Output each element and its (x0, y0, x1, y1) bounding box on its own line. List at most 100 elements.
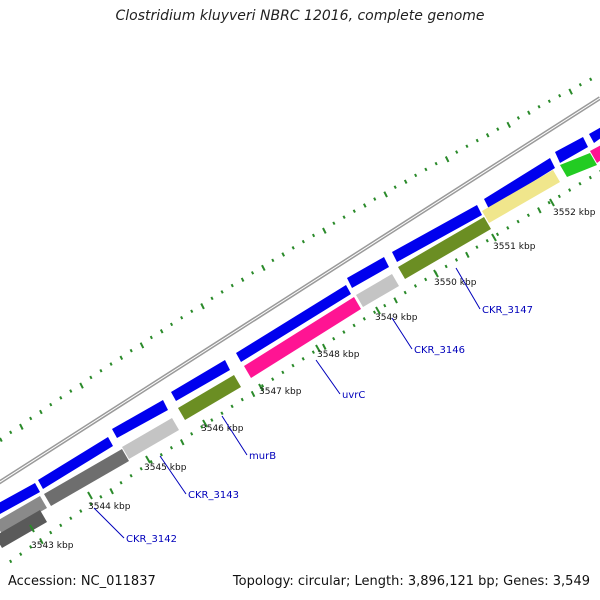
inner-dot-10 (109, 488, 114, 495)
gc-dot-25 (250, 271, 255, 275)
gc-dot-29 (291, 246, 295, 250)
gc-dot-4 (39, 409, 43, 415)
kbp-label-3545: 3545 kbp (144, 463, 187, 473)
gene-label-CKR_3146[interactable]: CKR_3146 (414, 345, 465, 356)
gc-dot-7 (69, 389, 73, 393)
gc-dot-50 (506, 121, 511, 129)
gc-dot-8 (79, 382, 84, 389)
gene-label-CKR_3142[interactable]: CKR_3142 (126, 534, 177, 545)
inner-dot-13 (139, 466, 143, 471)
cds-forward-7 (392, 205, 482, 262)
gc-dot-49 (496, 127, 500, 131)
gc-dot-33 (332, 221, 336, 226)
inner-dot-32 (332, 336, 336, 341)
gc-dot-26 (261, 264, 266, 272)
inner-dot-17 (180, 439, 185, 446)
gc-dot-3 (29, 416, 33, 421)
cds-forward-2 (38, 437, 113, 489)
genome-backbone-highlight (0, 97, 600, 483)
inner-dot-50 (516, 219, 520, 224)
inner-dot-34 (352, 323, 356, 328)
gc-dot-51 (516, 116, 520, 120)
gene-label-uvrC[interactable]: uvrC (342, 390, 365, 401)
inner-dot-24 (250, 390, 256, 398)
gene-labels: CKR_3142 CKR_3143 murB uvrC CKR_3146 CKR… (126, 305, 533, 545)
cds-category-1 (0, 496, 47, 534)
inner-dot-57 (588, 175, 592, 180)
gene-label-CKR_3147[interactable]: CKR_3147 (482, 305, 533, 316)
inner-dot-52 (537, 207, 542, 214)
cds-category-2 (0, 510, 47, 548)
gc-dot-6 (59, 396, 63, 400)
inner-dot-5 (59, 523, 63, 528)
inner-dot-51 (526, 213, 530, 218)
inner-dot-56 (578, 181, 582, 186)
gc-dot-34 (342, 215, 346, 219)
gc-dot-19 (190, 309, 194, 314)
inner-dot-53 (547, 200, 551, 205)
gene-label-CKR_3143[interactable]: CKR_3143 (188, 490, 239, 501)
gc-dot-27 (271, 258, 275, 263)
gc-dot-43 (434, 161, 438, 166)
gc-dot-24 (240, 277, 245, 282)
inner-dot-9 (99, 495, 103, 499)
leader-CKR_3146 (391, 317, 413, 350)
topology-summary: Topology: circular; Length: 3,896,121 bp… (232, 574, 590, 589)
inner-dot-14 (149, 459, 153, 464)
kbp-label-3552: 3552 kbp (553, 208, 596, 218)
inner-dot-31 (322, 343, 327, 350)
gc-dot-58 (589, 77, 593, 82)
gc-dot-30 (301, 239, 305, 244)
inner-dot-45 (465, 251, 470, 259)
inner-dot-40 (413, 284, 418, 288)
inner-dot-22 (230, 404, 234, 409)
gc-dot-37 (373, 197, 377, 201)
inner-dot-23 (240, 397, 244, 402)
gc-dot-32 (322, 227, 327, 234)
kbp-label-3543: 3543 kbp (31, 541, 74, 551)
cds-forward-8 (484, 158, 555, 209)
cds-forward-5 (236, 285, 351, 362)
gc-dot-12 (119, 355, 124, 361)
gc-dot-57 (578, 82, 582, 87)
inner-dot-8 (89, 502, 93, 506)
inner-dot-38 (393, 297, 398, 304)
cds-category-9 (482, 170, 560, 223)
cds-category-3 (44, 449, 129, 506)
gc-dot-47 (475, 138, 479, 143)
kbp-label-3548: 3548 kbp (317, 350, 360, 360)
gc-dot-56 (568, 88, 573, 95)
inner-dot-3 (39, 537, 44, 545)
inner-dot-12 (129, 473, 133, 478)
leader-CKR_3142 (93, 507, 125, 539)
inner-dot-43 (444, 264, 448, 269)
gc-dot-0 (0, 437, 3, 443)
inner-dot-49 (506, 226, 510, 230)
cds-category-6 (244, 297, 361, 378)
gc-content-dots (0, 77, 593, 443)
inner-dot-25 (260, 384, 265, 388)
gc-dot-9 (89, 375, 93, 380)
gc-dot-14 (139, 342, 145, 349)
inner-dot-48 (495, 232, 500, 237)
genome-backbone (0, 96, 600, 485)
cds-category-11 (590, 145, 600, 163)
inner-dot-47 (485, 238, 489, 243)
inner-dot-29 (301, 357, 305, 361)
gene-label-murB[interactable]: murB (249, 451, 276, 462)
gc-dot-23 (230, 283, 234, 288)
inner-dot-37 (383, 303, 387, 308)
kbp-label-3544: 3544 kbp (88, 502, 131, 512)
gc-dot-45 (455, 150, 459, 154)
gc-dot-52 (527, 110, 531, 116)
inner-dot-18 (190, 432, 194, 436)
cds-category-7 (356, 274, 399, 307)
gc-dot-18 (180, 315, 184, 320)
inner-dot-27 (281, 370, 285, 375)
inner-dot-41 (424, 277, 428, 282)
inner-dot-7 (79, 509, 83, 513)
gc-dot-13 (129, 348, 133, 353)
cds-category-8 (398, 217, 491, 279)
